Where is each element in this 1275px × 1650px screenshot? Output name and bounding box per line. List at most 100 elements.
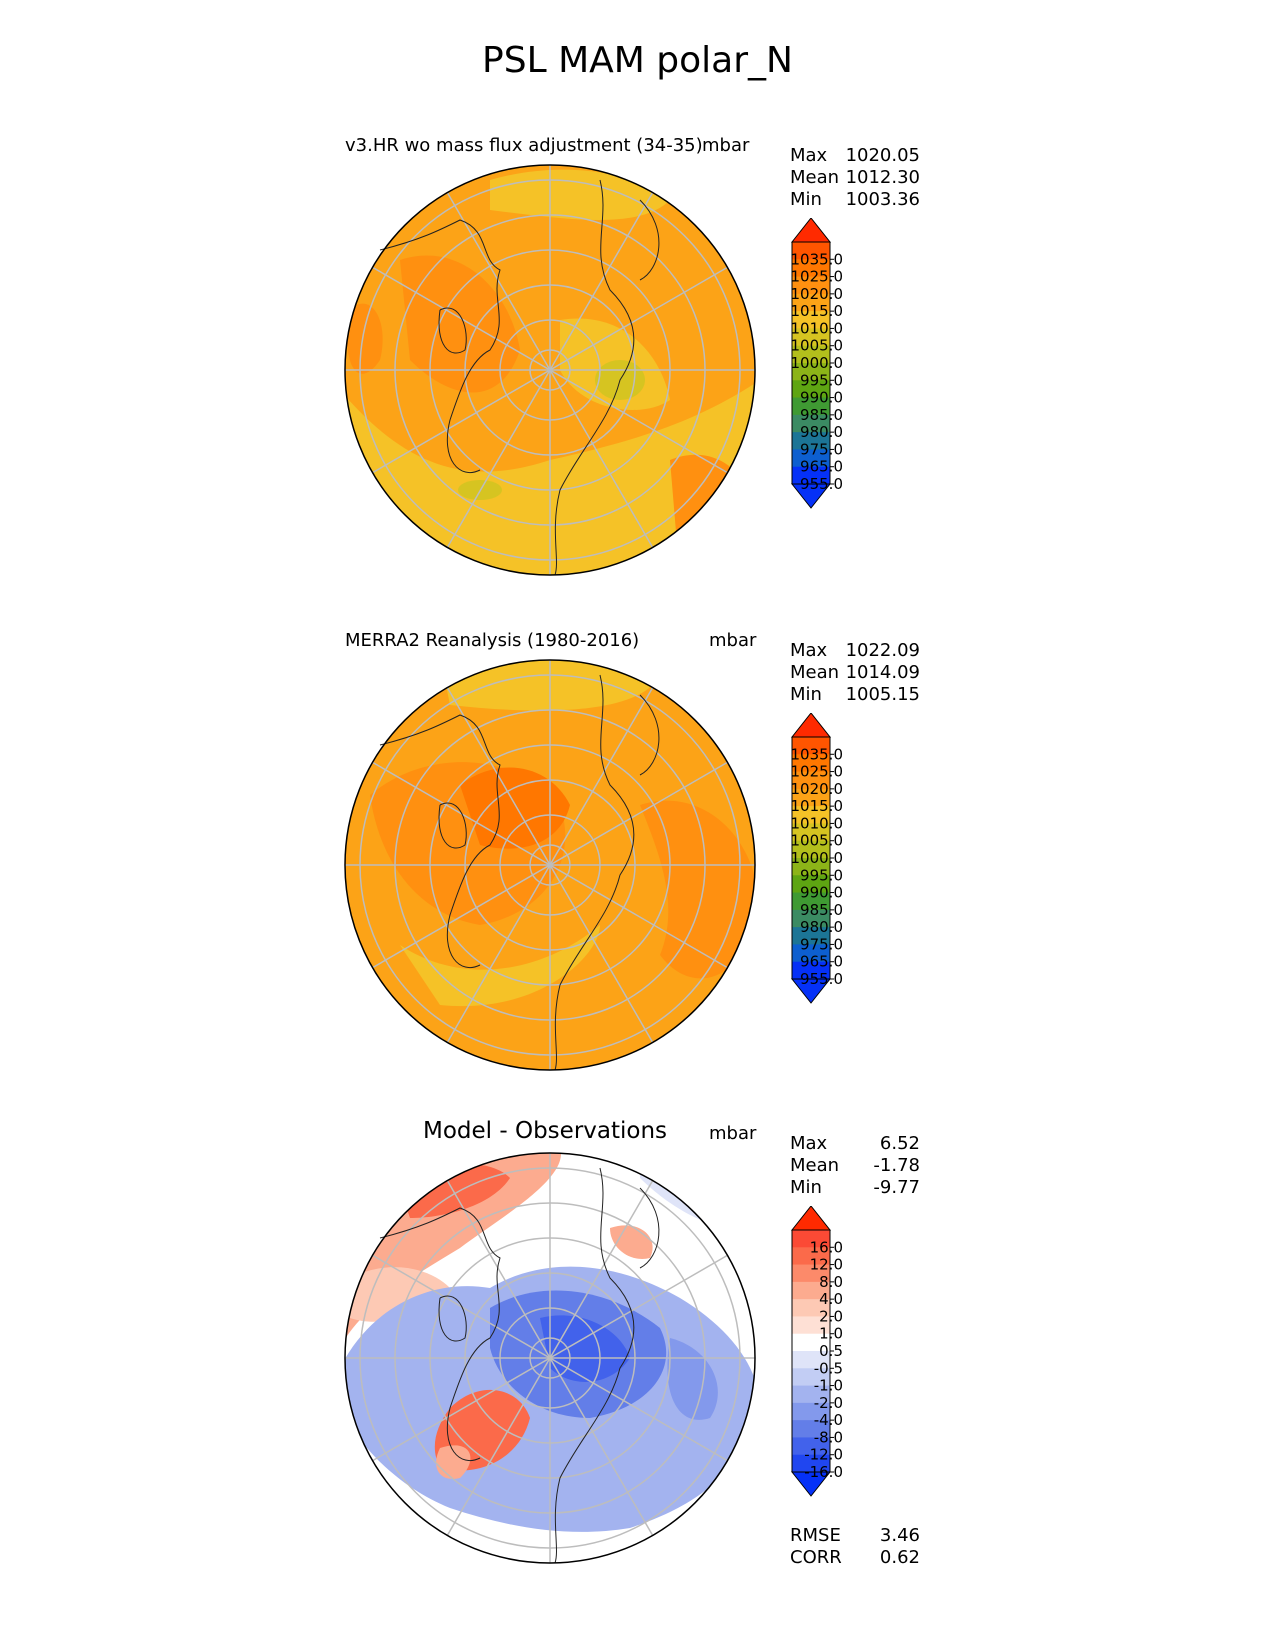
colorbar-extend-top (790, 1206, 832, 1231)
panel-3-title: Model - Observations (423, 1118, 668, 1144)
colorbar-tick-label: 1015.0 (791, 797, 844, 815)
colorbar-segment (792, 345, 830, 364)
colorbar-tick-label: -12.0 (804, 1446, 843, 1464)
colorbar-tick-label: 1000.0 (791, 849, 844, 867)
colorbar-tick-label: 1.0 (819, 1325, 843, 1343)
colorbar-tick-label: 0.5 (819, 1342, 843, 1360)
colorbar-segment (792, 737, 830, 755)
colorbar-segment (792, 1299, 830, 1317)
stat-mean: Mean 1014.09 (790, 662, 920, 683)
panel-2-title: MERRA2 Reanalysis (1980-2016) (345, 630, 640, 651)
colorbar-segment (792, 771, 830, 790)
colorbar-segment (792, 293, 830, 312)
stat-max: Max 6.52 (790, 1133, 920, 1154)
colorbar-tick-label: 975.0 (800, 935, 843, 953)
colorbar-tick-label: 1025.0 (791, 763, 844, 781)
colorbar-tick-label: 985.0 (800, 406, 843, 424)
colorbar-tick-label: 1015.0 (791, 302, 844, 320)
stat-mean: Mean 1012.30 (790, 167, 920, 188)
colorbar-segment (792, 276, 830, 295)
colorbar-tick-label: 995.0 (800, 371, 843, 389)
colorbar-tick-label: 1035.0 (791, 250, 844, 268)
panel-1-map (344, 164, 756, 576)
panel-3-units: mbar (709, 1123, 757, 1144)
colorbar-tick-label: 990.0 (800, 884, 843, 902)
colorbar-segment (792, 1420, 830, 1438)
colorbar-segment (792, 432, 830, 450)
panel-2-units: mbar (709, 630, 757, 651)
colorbar-segment (792, 1316, 830, 1335)
colorbar-tick-label: 985.0 (800, 901, 843, 919)
panel-3-map (344, 1152, 756, 1564)
colorbar-tick-label: 965.0 (800, 458, 843, 476)
colorbar-tick-label: 12.0 (810, 1256, 843, 1274)
colorbar-tick-label: 1020.0 (791, 780, 844, 798)
panel-3-colorbar: 16.012.08.04.02.01.00.5-0.5-1.0-2.0-4.0 -… (790, 1206, 843, 1497)
colorbar-segment (792, 840, 830, 859)
colorbar-tick-label: 995.0 (800, 866, 843, 884)
metric-rmse: RMSE 3.46 (790, 1525, 920, 1546)
stat-min: Min 1003.36 (790, 189, 920, 210)
colorbar-segment (792, 397, 830, 416)
colorbar-segment (792, 414, 830, 433)
colorbar-segment (792, 892, 830, 911)
panel-3-stats: Max 6.52 Mean -1.78 Min -9.77 (790, 1133, 920, 1203)
panel-2-map (344, 659, 756, 1071)
colorbar-tick-label: 16.0 (810, 1238, 843, 1256)
colorbar-segment (792, 449, 830, 468)
colorbar-segment (792, 1454, 830, 1473)
colorbar-segment (792, 380, 830, 399)
metric-corr: CORR 0.62 (790, 1547, 920, 1568)
colorbar-segment (792, 909, 830, 928)
colorbar-segment (792, 875, 830, 894)
stat-min: Min -9.77 (790, 1177, 920, 1198)
colorbar-tick-label: 4.0 (819, 1290, 843, 1308)
stat-mean: Mean -1.78 (790, 1155, 920, 1176)
colorbar-tick-label: 965.0 (800, 953, 843, 971)
colorbar-segment (792, 311, 830, 329)
stat-min: Min 1005.15 (790, 684, 920, 705)
colorbar-tick-label: 1025.0 (791, 268, 844, 286)
colorbar-tick-label: 1035.0 (791, 745, 844, 763)
panel-2-stats: Max 1022.09 Mean 1014.09 Min 1005.15 (790, 640, 920, 710)
panel-2-colorbar: 1035.01025.01020.01015.01010.01005.01000… (791, 713, 844, 1004)
colorbar-segment (792, 823, 830, 842)
colorbar-segment (792, 944, 830, 963)
colorbar-tick-label: 2.0 (819, 1307, 843, 1325)
figure-title: PSL MAM polar_N (482, 40, 793, 81)
colorbar-segment (792, 1230, 830, 1248)
colorbar-segment (792, 961, 830, 980)
colorbar-segment (792, 1351, 830, 1369)
colorbar-segment (792, 1402, 830, 1421)
panel-1-title: v3.HR wo mass flux adjustment (34-35) (345, 135, 703, 156)
colorbar-segment (792, 858, 830, 876)
colorbar-tick-label: 1000.0 (791, 354, 844, 372)
colorbar-tick-label: 980.0 (800, 918, 843, 936)
colorbar-segment (792, 1368, 830, 1387)
colorbar-segment (792, 806, 830, 824)
colorbar-tick-label: 8.0 (819, 1273, 843, 1291)
colorbar-tick-label: -4.0 (814, 1411, 843, 1429)
colorbar-tick-label: 955.0 (800, 475, 843, 493)
colorbar-tick-label: 1005.0 (791, 832, 844, 850)
stat-max: Max 1020.05 (790, 145, 920, 166)
colorbar-tick-label: -2.0 (814, 1394, 843, 1412)
stat-max: Max 1022.09 (790, 640, 920, 661)
panel-1-units: mbar (702, 135, 750, 156)
colorbar-segment (792, 466, 830, 485)
colorbar-tick-label: -1.0 (814, 1377, 843, 1395)
colorbar-segment (792, 927, 830, 945)
colorbar-segment (792, 1247, 830, 1266)
colorbar-segment (792, 1385, 830, 1404)
colorbar-tick-label: 1010.0 (791, 814, 844, 832)
panel-1-stats: Max 1020.05 Mean 1012.30 Min 1003.36 (790, 145, 920, 215)
panel-3-metrics: RMSE 3.46 CORR 0.62 (790, 1525, 920, 1569)
colorbar-segment (792, 1264, 830, 1283)
colorbar-tick-label: 1005.0 (791, 337, 844, 355)
colorbar-segment (792, 259, 830, 278)
colorbar-tick-label: -0.5 (814, 1359, 843, 1377)
colorbar-segment (792, 754, 830, 773)
colorbar-segment (792, 788, 830, 807)
colorbar-segment (792, 1437, 830, 1456)
colorbar-segment (792, 1333, 830, 1352)
